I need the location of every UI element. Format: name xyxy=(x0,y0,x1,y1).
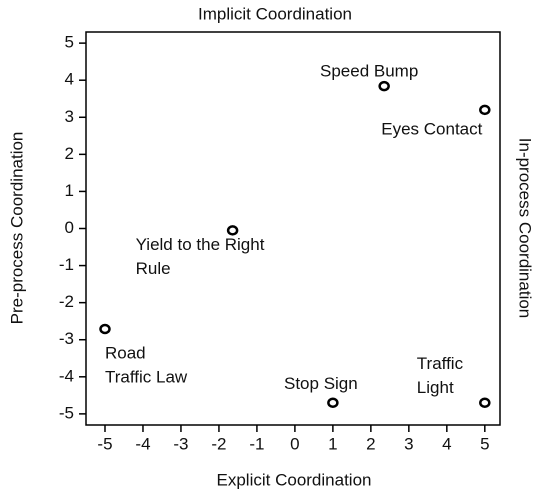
point-label: Light xyxy=(417,378,454,397)
y-tick-label: 0 xyxy=(65,218,74,237)
x-tick-label: -4 xyxy=(135,434,150,453)
point xyxy=(226,225,239,236)
y-tick-label: 4 xyxy=(65,70,74,89)
y-axis-label: Pre-process Coordination xyxy=(7,132,26,325)
point xyxy=(99,323,111,335)
point-label: Stop Sign xyxy=(284,374,358,393)
y-tick-label: 5 xyxy=(65,33,74,52)
point-label: Traffic Law xyxy=(105,367,188,386)
x-tick-label: 1 xyxy=(328,434,337,453)
point-label: Yield to the Right xyxy=(136,235,265,254)
y-tick-label: -2 xyxy=(59,292,74,311)
y-tick-label: -5 xyxy=(59,403,74,422)
y2-axis-label: In-process Coordination xyxy=(516,138,535,318)
x-tick-label: -1 xyxy=(249,434,264,453)
y-tick-label: -1 xyxy=(59,255,74,274)
point xyxy=(378,80,390,92)
chart-title: Implicit Coordination xyxy=(198,4,352,23)
y-tick-label: -4 xyxy=(59,366,74,385)
point-label: Rule xyxy=(136,259,171,278)
x-tick-label: -3 xyxy=(173,434,188,453)
x-tick-label: 2 xyxy=(366,434,375,453)
y-tick-label: 2 xyxy=(65,144,74,163)
point-label: Road xyxy=(105,343,146,362)
x-tick-label: 5 xyxy=(480,434,489,453)
y-tick-label: -3 xyxy=(59,329,74,348)
point-label: Traffic xyxy=(417,354,464,373)
y-tick-label: 3 xyxy=(65,107,74,126)
point xyxy=(479,104,491,116)
y-tick-label: 1 xyxy=(65,181,74,200)
point xyxy=(327,397,339,409)
x-tick-label: 3 xyxy=(404,434,413,453)
point-label: Eyes Contact xyxy=(381,119,482,138)
x-tick-label: -5 xyxy=(97,434,112,453)
x-tick-label: 0 xyxy=(290,434,299,453)
point-label: Speed Bump xyxy=(320,62,418,81)
x-tick-label: -2 xyxy=(211,434,226,453)
x-axis-label: Explicit Coordination xyxy=(217,470,372,489)
point xyxy=(479,397,491,409)
x-tick-label: 4 xyxy=(442,434,451,453)
